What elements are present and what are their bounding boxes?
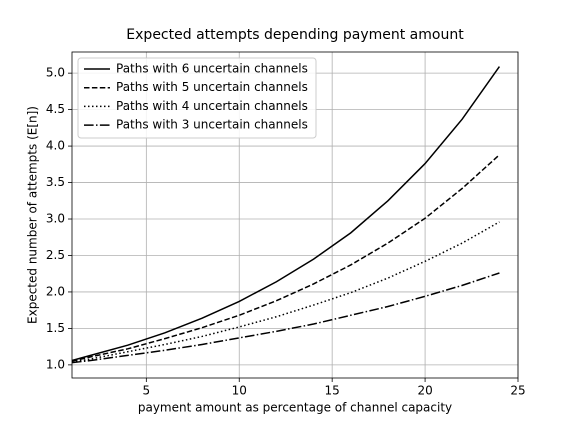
- y-tick-label: 3.0: [46, 212, 65, 226]
- x-tick-label: 25: [510, 384, 525, 398]
- chart-title: Expected attempts depending payment amou…: [126, 27, 464, 43]
- data-line: [71, 66, 501, 362]
- legend: Paths with 6 uncertain channels Paths wit…: [77, 57, 317, 139]
- y-tick-label: 5.0: [46, 66, 65, 80]
- y-tick-label: 2.0: [46, 284, 65, 298]
- x-tick-label: 20: [417, 384, 432, 398]
- legend-label: Paths with 6 uncertain channels: [116, 62, 308, 76]
- legend-label: Paths with 3 uncertain channels: [116, 118, 308, 132]
- y-tick-label: 2.5: [46, 248, 65, 262]
- legend-label: Paths with 5 uncertain channels: [116, 80, 308, 94]
- y-tick-label: 1.0: [46, 357, 65, 371]
- data-line: [71, 154, 500, 362]
- x-tick-label: 10: [232, 384, 247, 398]
- y-tick-label: 4.0: [46, 139, 65, 153]
- y-tick-label: 1.5: [46, 321, 65, 335]
- data-line: [71, 272, 500, 364]
- y-tick-label: 4.5: [46, 102, 65, 116]
- data-line: [71, 221, 500, 363]
- legend-label: Paths with 4 uncertain channels: [116, 99, 308, 113]
- legend-box: [77, 57, 317, 139]
- x-axis-label: payment amount as percentage of channel …: [138, 401, 452, 415]
- x-tick-label: 5: [143, 384, 151, 398]
- plot-frame: [71, 51, 519, 379]
- y-tick-label: 3.5: [46, 175, 65, 189]
- y-axis-label: Expected number of attempts (E[n]): [26, 106, 40, 324]
- x-tick-label: 15: [325, 384, 340, 398]
